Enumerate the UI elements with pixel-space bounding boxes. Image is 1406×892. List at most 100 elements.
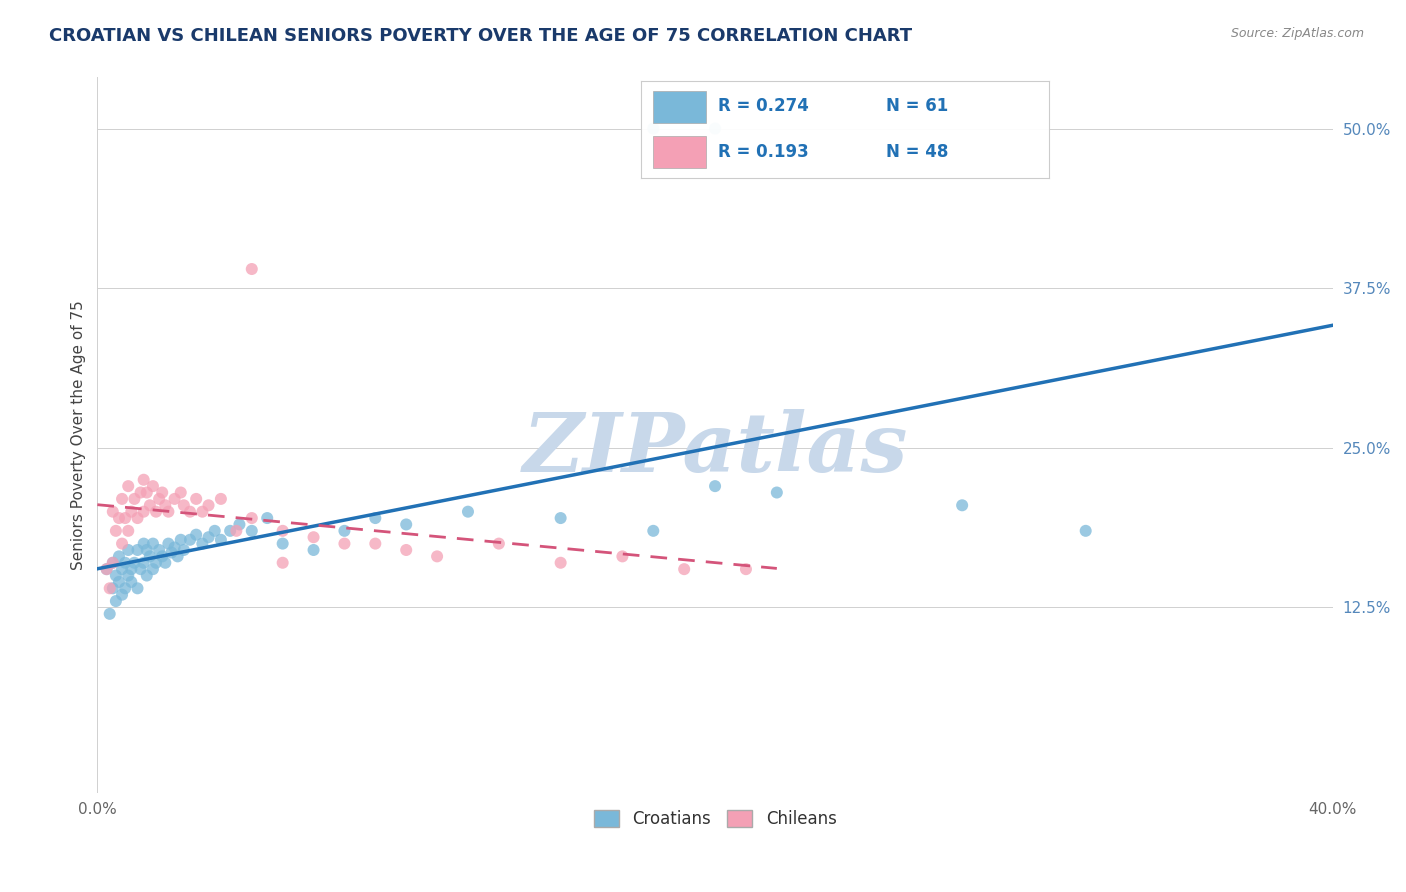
Point bbox=[132, 536, 155, 550]
Point bbox=[132, 556, 155, 570]
Point bbox=[426, 549, 449, 564]
Point bbox=[111, 536, 134, 550]
Point bbox=[120, 574, 142, 589]
Point bbox=[127, 543, 149, 558]
Point bbox=[160, 545, 183, 559]
Point bbox=[101, 582, 124, 596]
Point bbox=[163, 541, 186, 555]
Point bbox=[302, 530, 325, 544]
Point bbox=[101, 556, 124, 570]
Point bbox=[173, 543, 195, 558]
Point bbox=[127, 511, 149, 525]
Point bbox=[142, 562, 165, 576]
Text: ZIPatlas: ZIPatlas bbox=[522, 409, 908, 490]
Point bbox=[612, 549, 634, 564]
Point bbox=[145, 505, 167, 519]
Point bbox=[157, 536, 180, 550]
Point bbox=[395, 543, 418, 558]
Point bbox=[643, 524, 665, 538]
Y-axis label: Seniors Poverty Over the Age of 75: Seniors Poverty Over the Age of 75 bbox=[72, 301, 86, 570]
Point bbox=[127, 582, 149, 596]
Point bbox=[209, 491, 232, 506]
Point bbox=[142, 479, 165, 493]
Point bbox=[271, 556, 294, 570]
Point bbox=[145, 556, 167, 570]
Point bbox=[120, 562, 142, 576]
Point bbox=[457, 505, 479, 519]
Point bbox=[170, 533, 193, 547]
Point bbox=[704, 121, 727, 136]
Point bbox=[950, 498, 973, 512]
Point bbox=[114, 556, 136, 570]
Point bbox=[157, 505, 180, 519]
Point bbox=[333, 524, 356, 538]
Point bbox=[117, 543, 139, 558]
Point bbox=[704, 479, 727, 493]
Point bbox=[104, 568, 127, 582]
Point bbox=[135, 568, 157, 582]
Point bbox=[170, 485, 193, 500]
Point bbox=[114, 511, 136, 525]
Point bbox=[120, 505, 142, 519]
Point bbox=[148, 543, 170, 558]
Point bbox=[132, 505, 155, 519]
Point bbox=[395, 517, 418, 532]
Point bbox=[550, 511, 572, 525]
Point bbox=[129, 485, 152, 500]
Point bbox=[179, 505, 201, 519]
Point bbox=[197, 498, 219, 512]
Point bbox=[117, 479, 139, 493]
Point bbox=[117, 524, 139, 538]
Point bbox=[104, 594, 127, 608]
Point bbox=[191, 536, 214, 550]
Point bbox=[364, 536, 387, 550]
Point bbox=[108, 549, 131, 564]
Point bbox=[108, 511, 131, 525]
Point bbox=[186, 527, 208, 541]
Point bbox=[488, 536, 510, 550]
Point bbox=[155, 498, 177, 512]
Point bbox=[197, 530, 219, 544]
Point bbox=[163, 491, 186, 506]
Point bbox=[111, 562, 134, 576]
Point bbox=[96, 562, 118, 576]
Point bbox=[124, 556, 146, 570]
Point bbox=[240, 524, 263, 538]
Point bbox=[101, 505, 124, 519]
Point bbox=[256, 511, 278, 525]
Point bbox=[186, 491, 208, 506]
Point bbox=[98, 607, 121, 621]
Point bbox=[550, 556, 572, 570]
Point bbox=[673, 562, 696, 576]
Point bbox=[271, 524, 294, 538]
Point bbox=[643, 121, 665, 136]
Point bbox=[114, 582, 136, 596]
Point bbox=[240, 511, 263, 525]
Point bbox=[735, 562, 758, 576]
Point bbox=[101, 556, 124, 570]
Point bbox=[271, 536, 294, 550]
Point bbox=[166, 549, 188, 564]
Text: Source: ZipAtlas.com: Source: ZipAtlas.com bbox=[1230, 27, 1364, 40]
Point bbox=[225, 524, 247, 538]
Point bbox=[124, 491, 146, 506]
Point bbox=[108, 574, 131, 589]
Point bbox=[219, 524, 242, 538]
Point bbox=[148, 491, 170, 506]
Point bbox=[132, 473, 155, 487]
Point bbox=[766, 485, 789, 500]
Point bbox=[139, 498, 162, 512]
Point bbox=[209, 533, 232, 547]
Point bbox=[302, 543, 325, 558]
Point bbox=[1074, 524, 1097, 538]
Point bbox=[104, 524, 127, 538]
Point bbox=[240, 262, 263, 277]
Point bbox=[191, 505, 214, 519]
Point bbox=[129, 562, 152, 576]
Point bbox=[228, 517, 250, 532]
Point bbox=[204, 524, 226, 538]
Point bbox=[111, 491, 134, 506]
Point bbox=[179, 533, 201, 547]
Point bbox=[98, 582, 121, 596]
Point bbox=[150, 549, 173, 564]
